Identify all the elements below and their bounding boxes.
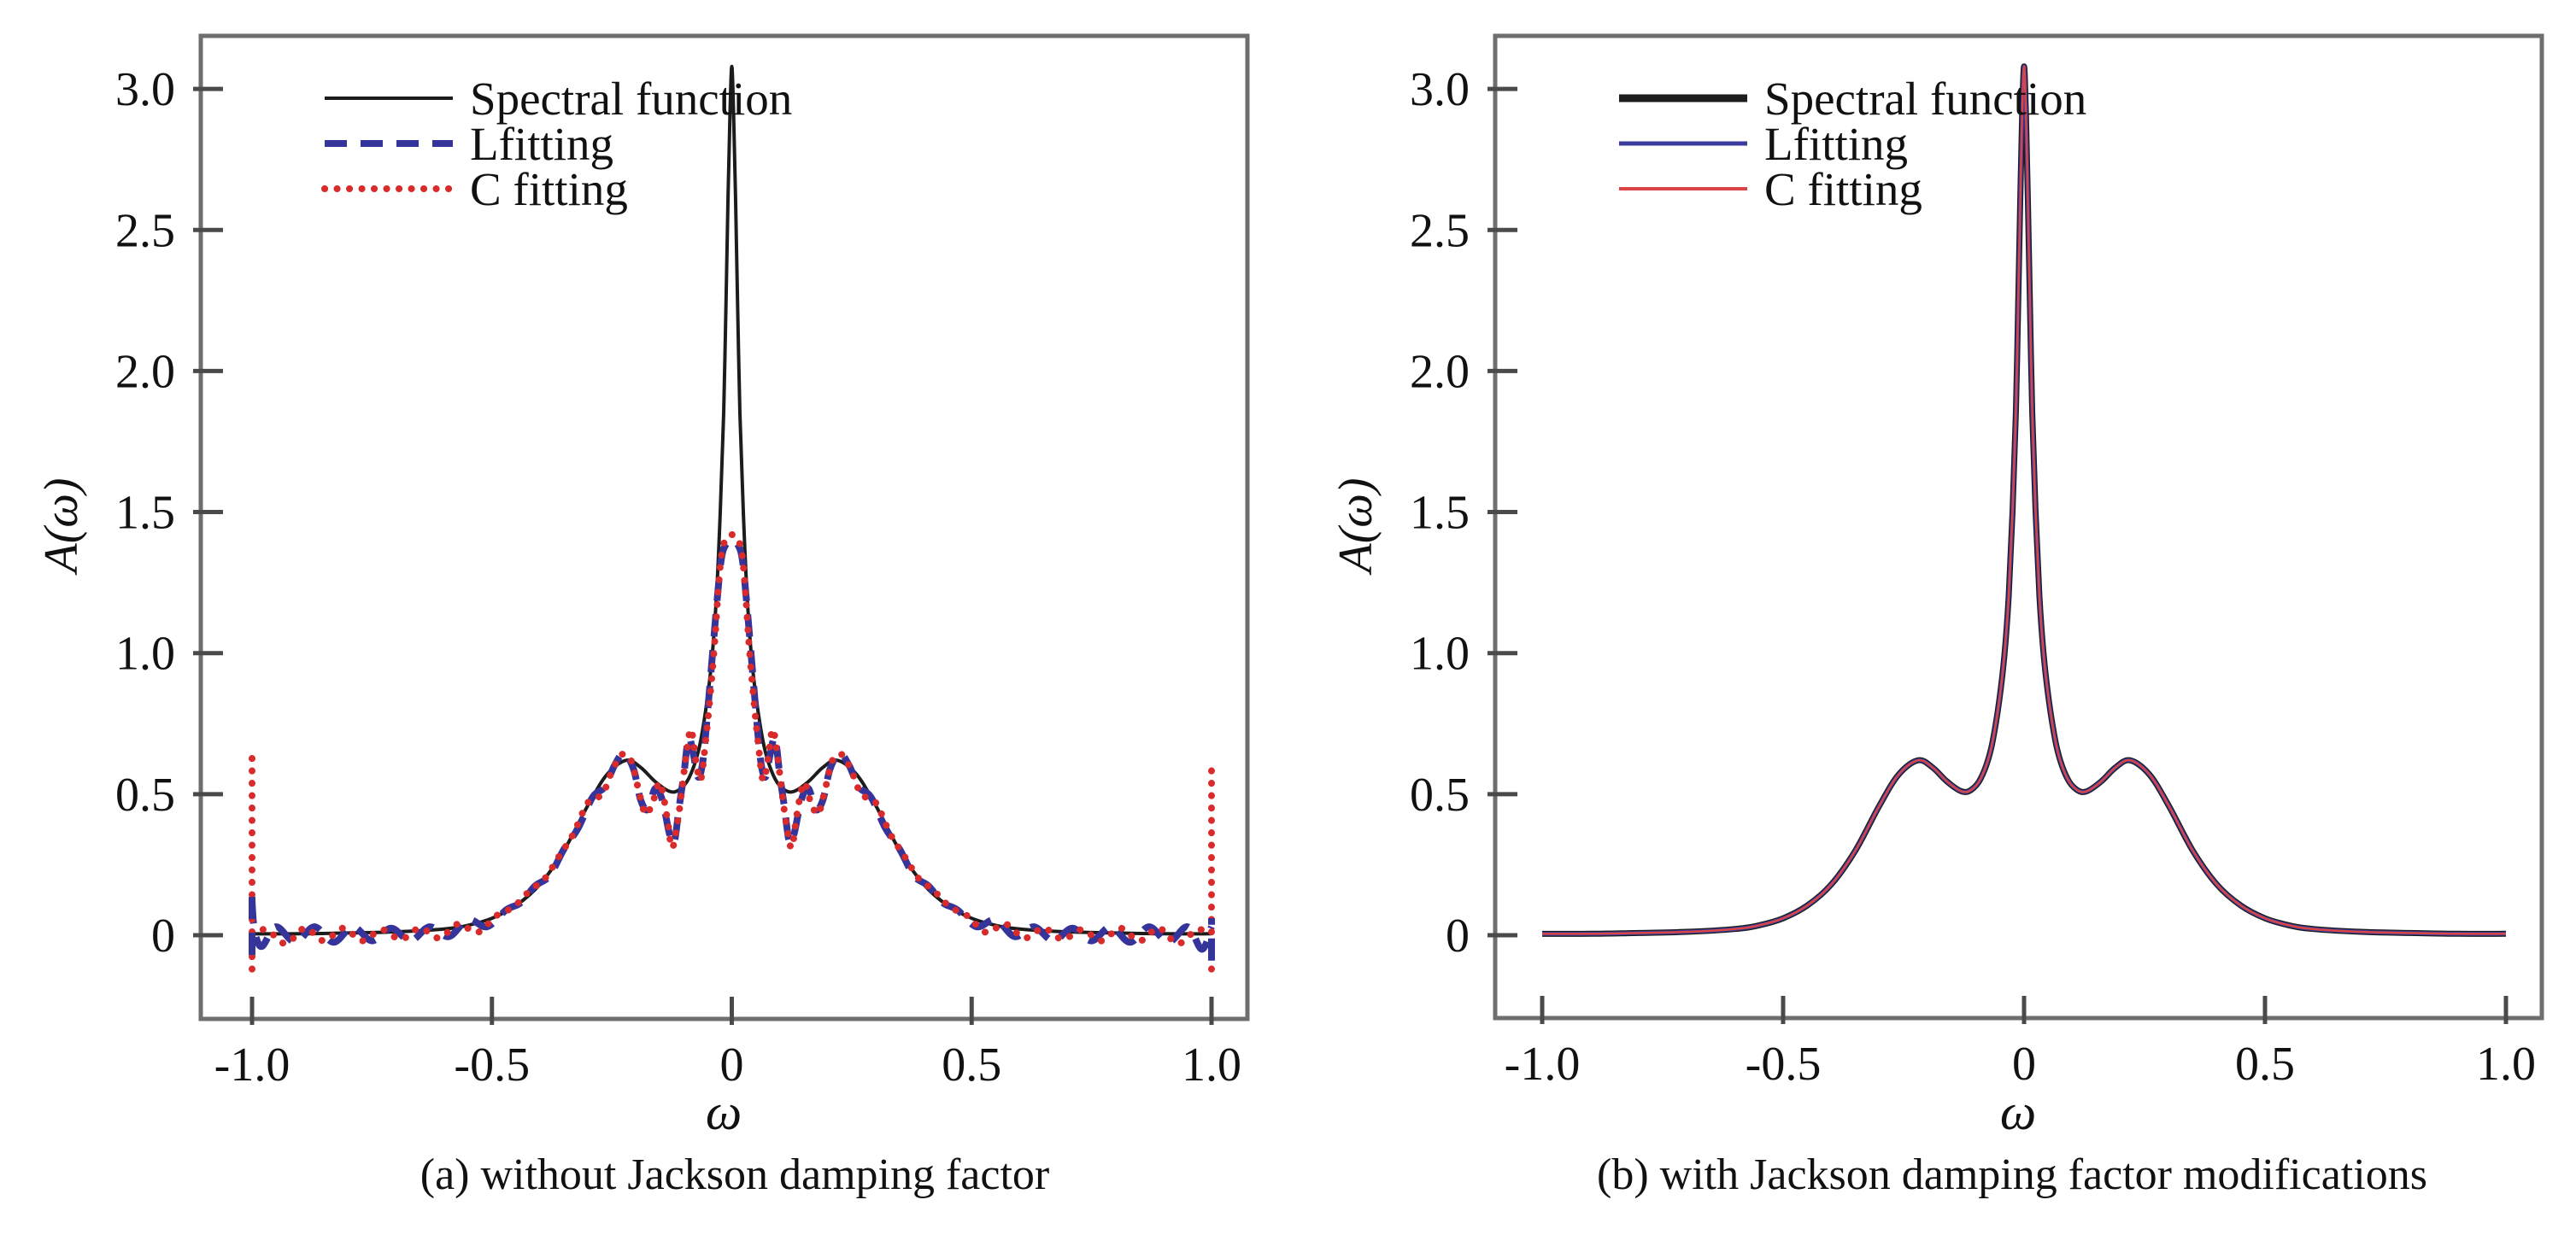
y-tick-label: 0.5 xyxy=(115,769,175,822)
y-tick-label: 1.0 xyxy=(115,628,175,681)
y-tick-label: 3.0 xyxy=(1410,63,1470,116)
x-tick-label: -0.5 xyxy=(454,1039,530,1092)
y-tick-label: 0.5 xyxy=(1410,769,1470,822)
y-axis-label-b: A(ω) xyxy=(1329,477,1382,576)
y-tick-label: 1.5 xyxy=(1410,487,1470,540)
x-tick-label: -1.0 xyxy=(214,1039,290,1092)
panel-b: -1.0 -0.5 0 0.5 1.0 3.0 2.5 2.0 1.5 1.0 0.5 0 Spect… xyxy=(1329,33,2544,1199)
curves-a xyxy=(249,64,1215,973)
x-tick-label: 1.0 xyxy=(1182,1039,1241,1092)
x-tick-label: 0 xyxy=(720,1039,744,1092)
caption-b: (b) with Jackson damping factor modifica… xyxy=(1597,1150,2427,1199)
caption-a: (a) without Jackson damping factor xyxy=(420,1150,1049,1199)
legend-label-lfitting: Lfitting xyxy=(1764,118,1908,170)
series-spectral-function xyxy=(251,64,1212,936)
series-c-fitting xyxy=(1541,65,2507,935)
y-tick-label: 3.0 xyxy=(115,63,175,116)
y-axis-label-a: A(ω) xyxy=(35,477,88,576)
x-tick-label: 0.5 xyxy=(2235,1038,2295,1091)
y-tick-label: 0 xyxy=(151,910,175,963)
y-tick-label: 2.0 xyxy=(115,345,175,398)
series-lfitting xyxy=(249,536,1215,953)
plot-frame xyxy=(1493,33,2544,1021)
x-axis-label-a: ω xyxy=(706,1084,742,1140)
legend-label-spectral-function: Spectral function xyxy=(470,73,792,125)
legend-label-c-fitting: C fitting xyxy=(1764,163,1922,215)
panel-a: -1.0 -0.5 0 0.5 1.0 3.0 2.5 2.0 1.5 1.0 0.5 0 Spect… xyxy=(35,33,1250,1199)
y-tick-label: 2.5 xyxy=(1410,204,1470,257)
legend-label-c-fitting: C fitting xyxy=(470,163,628,215)
x-tick-label: 1.0 xyxy=(2476,1038,2536,1091)
y-tick-label: 1.5 xyxy=(115,487,175,540)
x-axis-label-b: ω xyxy=(2000,1084,2036,1140)
legend-label-lfitting: Lfitting xyxy=(470,118,613,170)
y-tick-label: 2.0 xyxy=(1410,345,1470,398)
series-lfitting xyxy=(1541,64,2507,936)
x-tick-label: 0 xyxy=(2012,1038,2036,1091)
x-tick-label: -0.5 xyxy=(1746,1038,1822,1091)
y-tick-label: 0 xyxy=(1446,910,1470,963)
x-tick-label: -1.0 xyxy=(1505,1038,1581,1091)
y-tick-label: 2.5 xyxy=(115,204,175,257)
legend-label-spectral-function: Spectral function xyxy=(1764,73,2086,125)
x-tick-label: 0.5 xyxy=(942,1039,1001,1092)
series-spectral-function xyxy=(1541,63,2507,937)
y-tick-label: 1.0 xyxy=(1410,628,1470,681)
plot-frame xyxy=(198,33,1250,1021)
curves-b xyxy=(1541,63,2507,937)
axes-a: -1.0 -0.5 0 0.5 1.0 3.0 2.5 2.0 1.5 1.0 0.5 0 xyxy=(115,33,1250,1092)
axes-b: -1.0 -0.5 0 0.5 1.0 3.0 2.5 2.0 1.5 1.0 0.5 0 xyxy=(1410,33,2544,1091)
series-c-fitting xyxy=(249,531,1215,947)
